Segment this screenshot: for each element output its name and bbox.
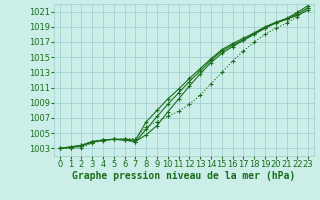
X-axis label: Graphe pression niveau de la mer (hPa): Graphe pression niveau de la mer (hPa): [72, 171, 296, 181]
